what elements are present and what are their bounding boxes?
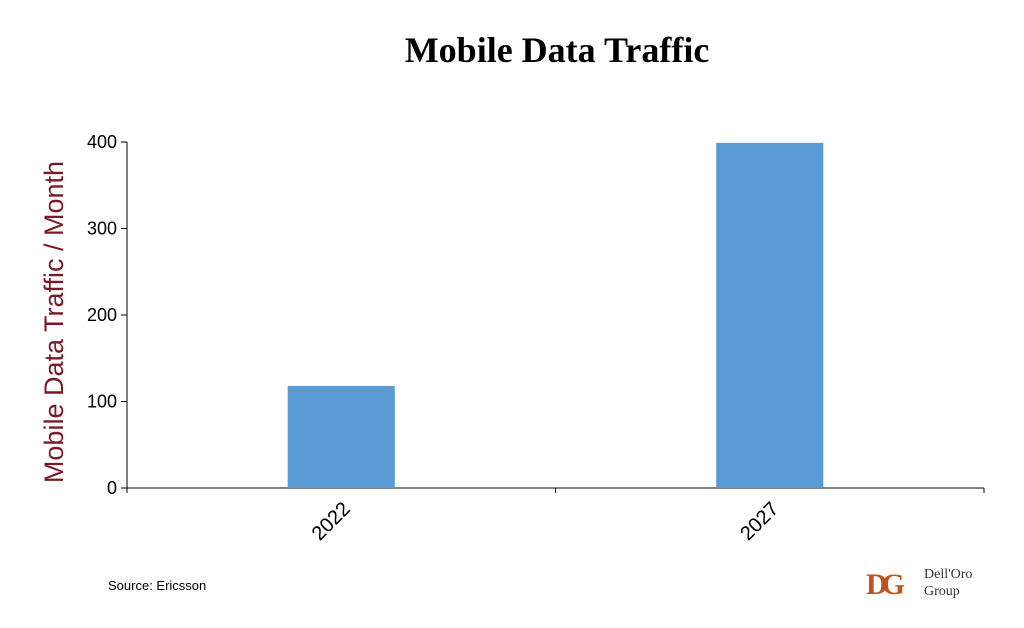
y-tick-label: 300: [87, 219, 117, 239]
logo-line-2: Group: [924, 584, 960, 599]
bar-2027: [716, 142, 824, 489]
bar-2022: [287, 385, 395, 488]
plot-area: 0 100 200 300 400 2022 2027: [87, 132, 985, 545]
logo-line-1: Dell'Oro: [924, 567, 972, 582]
svg-text:DG: DG: [866, 568, 905, 601]
x-tick-label: 2027: [736, 498, 783, 545]
y-tick-label: 0: [107, 478, 117, 498]
chart-title: Mobile Data Traffic: [405, 30, 710, 70]
source-note: Source: Ericsson: [108, 578, 206, 593]
y-tick-label: 200: [87, 305, 117, 325]
x-tick-label: 2022: [308, 498, 355, 545]
dell-oro-logo: DG Dell'Oro Group: [866, 567, 972, 601]
logo-mark-icon: DG: [866, 568, 911, 601]
y-axis-label: Mobile Data Traffic / Month: [39, 161, 69, 483]
y-tick-label: 400: [87, 132, 117, 152]
y-tick-label: 100: [87, 392, 117, 412]
